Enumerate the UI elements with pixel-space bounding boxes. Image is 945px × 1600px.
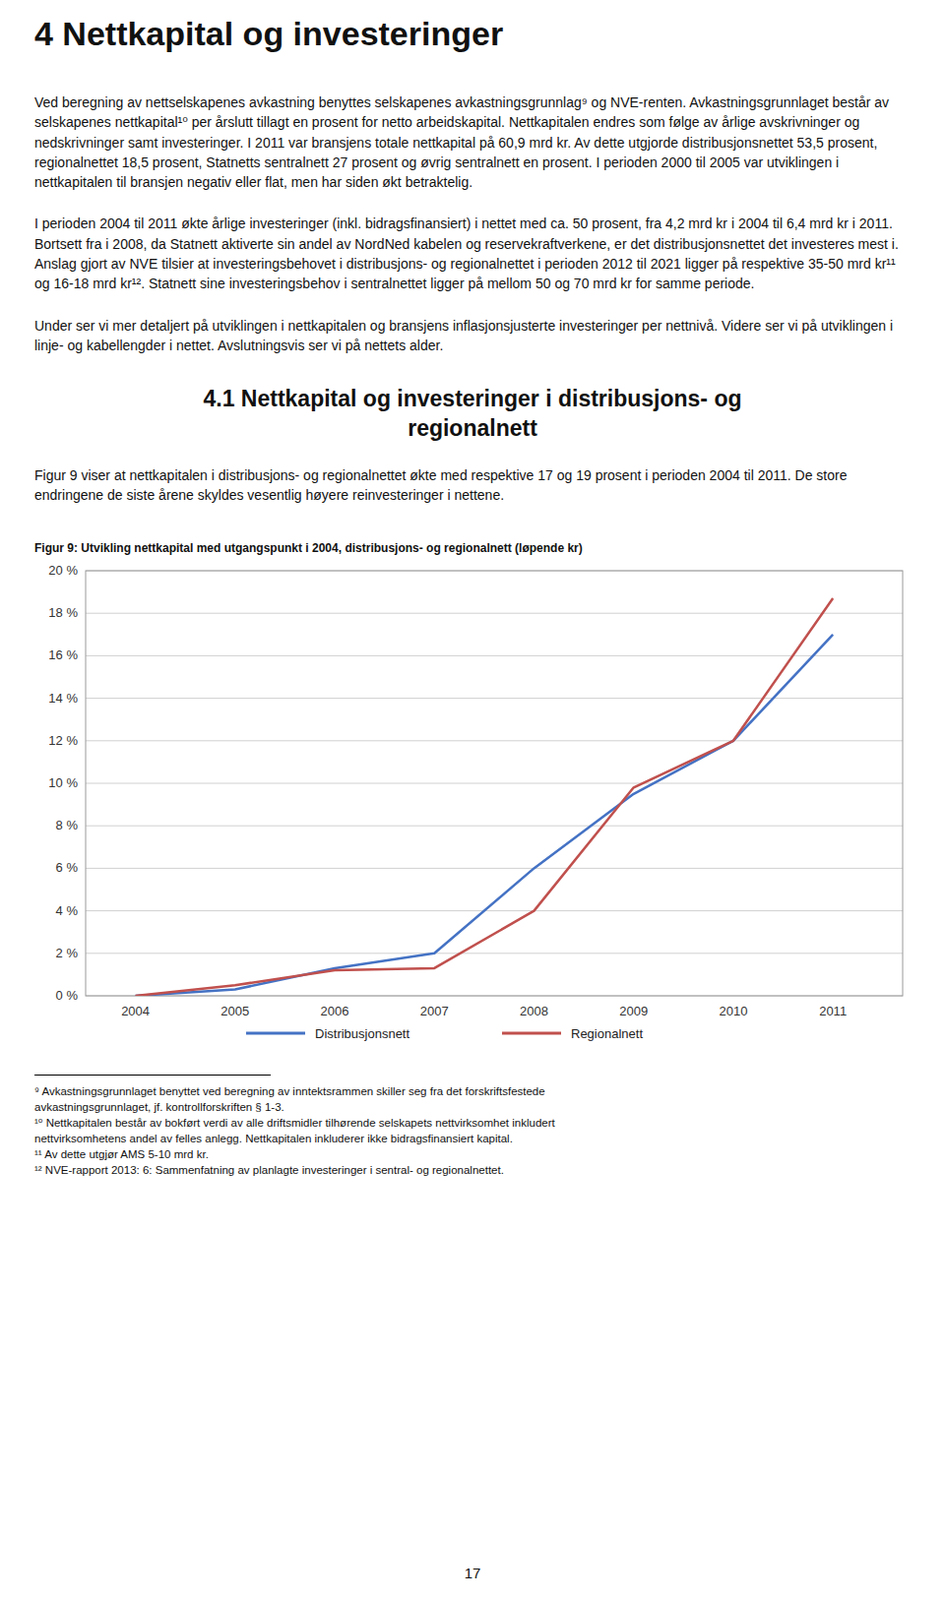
grid-line <box>85 824 903 826</box>
grid-line <box>85 612 903 614</box>
legend: Distribusjonsnett Regionalnett <box>246 1026 643 1042</box>
grid-line <box>85 952 903 954</box>
body-paragraph: I perioden 2004 til 2011 økte årlige inv… <box>34 213 911 294</box>
y-tick-label: 0 % <box>56 988 79 1004</box>
legend-label: Regionalnett <box>570 1026 643 1042</box>
y-tick-label: 16 % <box>48 647 78 663</box>
y-tick-label: 18 % <box>48 605 78 621</box>
section-title: 4.1 Nettkapital og investeringer i distr… <box>34 384 911 444</box>
main-title: 4 Nettkapital og investeringer <box>34 14 911 54</box>
plot-frame <box>85 570 903 997</box>
grid-line <box>85 655 903 657</box>
x-tick-label: 2006 <box>320 1004 350 1019</box>
grid-line <box>85 868 903 870</box>
chart: 0 % 2 % 4 % 6 % 8 % 10 % 12 % 14 % 16 % 18 % 20 % 2… <box>34 563 911 1056</box>
y-tick-label: 8 % <box>56 818 79 833</box>
figure-caption: Figur 9: Utvikling nettkapital med utgan… <box>34 541 911 556</box>
legend-label: Distribusjonsnett <box>315 1026 410 1042</box>
series-line <box>135 633 834 996</box>
body-paragraph: Ved beregning av nettselskapenes avkastn… <box>34 92 911 192</box>
x-tick-label: 2010 <box>718 1004 748 1019</box>
footnotes: ⁹ Avkastningsgrunnlaget benyttet ved ber… <box>34 1083 911 1180</box>
footnote-separator <box>34 1074 271 1076</box>
grid <box>85 570 903 997</box>
y-tick-label: 20 % <box>48 563 78 578</box>
y-tick-label: 10 % <box>48 775 78 791</box>
y-tick-label: 12 % <box>48 732 78 748</box>
section-body: Figur 9 viser at nettkapitalen i distrib… <box>34 465 911 506</box>
legend-swatch <box>246 1031 306 1035</box>
body-paragraph: Under ser vi mer detaljert på utviklinge… <box>34 315 911 357</box>
grid-line <box>85 697 903 699</box>
x-tick-label: 2007 <box>420 1004 449 1019</box>
y-tick-label: 2 % <box>56 945 79 960</box>
series-line <box>135 598 834 997</box>
x-tick-label: 2011 <box>819 1004 847 1019</box>
x-tick-label: 2004 <box>121 1004 150 1019</box>
grid-line <box>85 910 903 912</box>
lines <box>135 598 834 997</box>
y-tick-label: 4 % <box>56 902 79 918</box>
grid-line <box>85 740 903 742</box>
grid-line <box>85 782 903 784</box>
legend-swatch <box>502 1031 562 1035</box>
y-tick-label: 6 % <box>56 860 79 876</box>
page-number: 17 <box>0 1565 945 1582</box>
x-tick-label: 2008 <box>519 1004 549 1019</box>
y-tick-label: 14 % <box>48 690 78 705</box>
x-tick-label: 2009 <box>619 1004 648 1019</box>
x-tick-label: 2005 <box>220 1004 250 1019</box>
